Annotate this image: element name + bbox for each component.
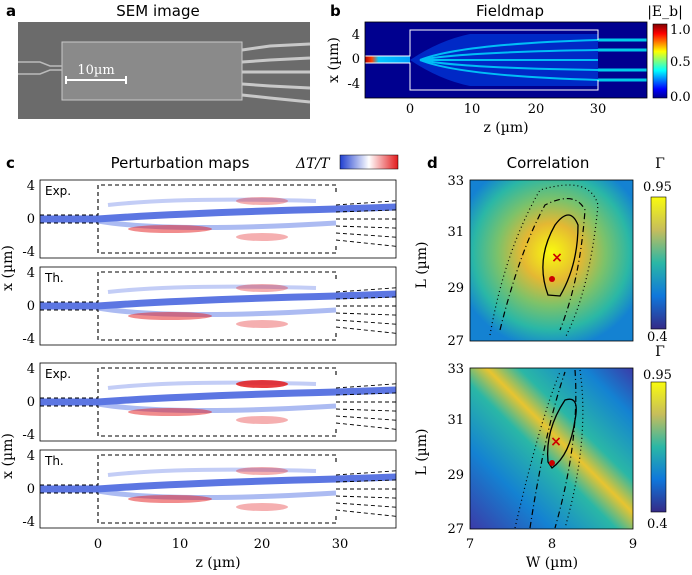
panel-d-ylabel-top: L (µm) [414,241,430,288]
panel-c-xlabel: z (µm) [195,555,240,571]
ytick: -4 [22,428,35,443]
correlation-map-top: × [469,179,634,342]
perturbation-map-4: Th. 4 0 -4 [22,449,397,530]
svg-text:31: 31 [447,413,464,428]
ytick: 0 [27,482,35,497]
panel-b-xticks: 0 10 20 30 [406,102,606,117]
panel-d-xlabel: W (µm) [526,555,578,571]
svg-text:20: 20 [528,102,545,117]
scale-bar-label: 10µm [77,63,114,78]
panel-c-title: Perturbation maps [111,154,250,172]
ytick: -4 [22,332,35,347]
panel-d-colorbar-bottom [650,381,667,513]
ytick: 4 [27,449,35,464]
svg-text:8: 8 [548,537,556,552]
perturbation-maps: Exp. 4 0 -4 Th. 4 0 -4 Exp. 4 0 -4 Th. 4 0 -4 [22,179,397,530]
perturbation-map-2: Th. 4 0 -4 [22,266,397,347]
panel-c-colorbar [339,154,399,170]
row-tag: Exp. [45,367,71,381]
theory-marker: × [551,250,563,266]
panel-c-xticks: 0 10 20 30 [94,537,348,552]
svg-text:31: 31 [447,225,464,240]
perturbation-map-3: Exp. 4 0 -4 [22,362,397,443]
panel-b-colorbar [652,23,668,99]
panel-c-ylabel-bottom: x (µm) [0,433,16,479]
svg-text:1.0: 1.0 [670,23,691,38]
panel-b-xlabel: z (µm) [483,120,528,136]
fieldmap-plot [364,21,648,99]
colorbar-bottom-max: 0.95 [643,368,672,383]
svg-text:29: 29 [447,468,464,483]
svg-text:29: 29 [447,281,464,296]
panel-b-colorbar-ticks: 1.0 0.5 0.0 [670,23,691,105]
panel-a-label: a [6,2,16,20]
svg-text:0.5: 0.5 [670,55,691,70]
svg-text:30: 30 [590,102,607,117]
colorbar-bottom-min: 0.4 [647,517,668,532]
row-tag: Th. [44,454,64,468]
correlation-map-bottom: × [469,367,634,530]
svg-text:0: 0 [94,537,102,552]
ytick: 4 [27,362,35,377]
panel-b-yticks: 4 0 -4 [347,28,360,92]
svg-text:4: 4 [352,28,360,43]
panel-d-colorbar-label-top: Γ [655,156,665,172]
panel-c-ylabel-top: x (µm) [0,245,16,291]
svg-text:30: 30 [332,537,349,552]
optimum-marker-bottom [549,460,555,466]
row-tag: Exp. [45,184,71,198]
row-tag: Th. [44,271,64,285]
svg-text:33: 33 [447,174,464,189]
svg-text:10: 10 [172,537,189,552]
ytick: 0 [27,212,35,227]
theory-marker-bottom: × [550,434,562,450]
panel-b-title: Fieldmap [476,2,544,20]
sem-image: 10µm [18,22,311,119]
panel-b-label: b [330,2,341,20]
colorbar-top-min: 0.4 [647,330,668,345]
svg-text:27: 27 [447,522,464,537]
panel-d-colorbar-label-bottom: Γ [655,344,665,360]
svg-text:0: 0 [406,102,414,117]
svg-text:27: 27 [447,334,464,349]
svg-text:10: 10 [464,102,481,117]
panel-d-colorbar-top [650,196,667,330]
perturbation-map-1: Exp. 4 0 -4 [22,179,397,260]
panel-b-colorbar-label: |E_b| [647,4,683,20]
panel-c-colorbar-label: ΔT/T [295,156,331,172]
panel-d-yticks-bottom: 33 31 29 27 [447,362,464,537]
optimum-marker [549,276,555,282]
panel-d-title: Correlation [507,154,590,172]
svg-text:0: 0 [352,52,360,67]
ytick: 0 [27,395,35,410]
svg-text:0.0: 0.0 [670,90,691,105]
svg-text:-4: -4 [347,77,360,92]
svg-text:33: 33 [447,362,464,377]
ytick: 4 [27,179,35,194]
svg-text:20: 20 [254,537,271,552]
panel-d-label: d [427,154,438,172]
colorbar-top-max: 0.95 [643,180,672,195]
panel-d-ylabel-bottom: L (µm) [414,428,430,475]
svg-text:7: 7 [466,537,474,552]
ytick: -4 [22,245,35,260]
ytick: -4 [22,515,35,530]
panel-a-title: SEM image [116,2,199,20]
panel-c-label: c [6,154,15,172]
ytick: 0 [27,299,35,314]
panel-d-xticks: 7 8 9 [466,537,637,552]
ytick: 4 [27,266,35,281]
panel-b-ylabel: x (µm) [326,37,342,83]
panel-d-yticks-top: 33 31 29 27 [447,174,464,349]
svg-text:9: 9 [629,537,637,552]
